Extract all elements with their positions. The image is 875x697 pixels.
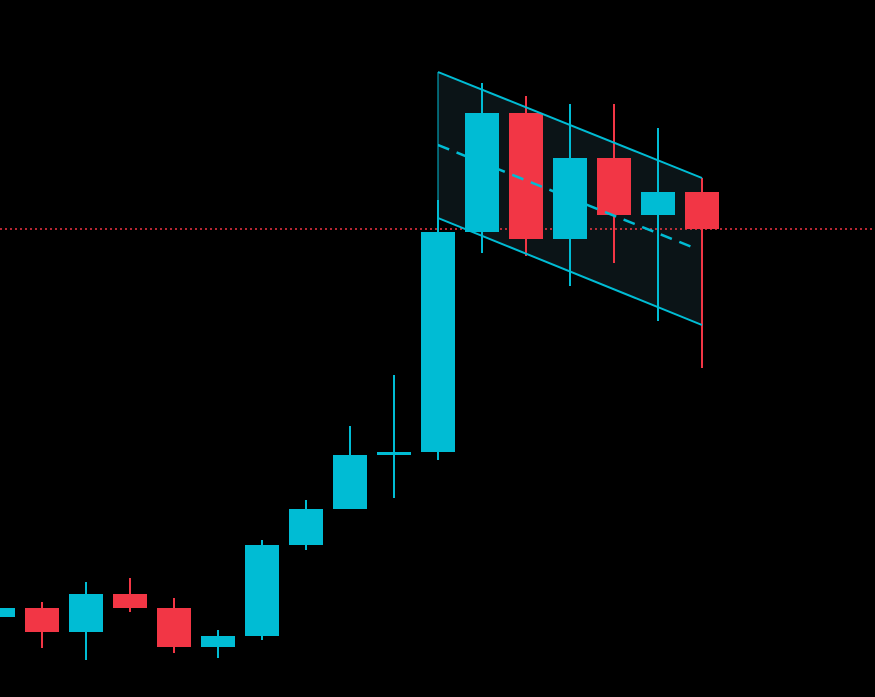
channel-upper: [437, 71, 703, 179]
candle-body: [377, 452, 411, 455]
candle-body: [597, 158, 631, 215]
candle-body: [0, 608, 15, 617]
candle-body: [113, 594, 147, 608]
candle-body: [465, 113, 499, 232]
candle-body: [201, 636, 235, 647]
candle-body: [157, 608, 191, 647]
candles: [0, 83, 719, 660]
channel-lower: [437, 217, 703, 326]
candle-body: [685, 192, 719, 229]
candle-body: [25, 608, 59, 632]
candle-body: [245, 545, 279, 636]
channel-mid: [437, 143, 693, 249]
candle-body: [333, 455, 367, 509]
candle-body: [641, 192, 675, 215]
candle-body: [289, 509, 323, 545]
candle-body: [69, 594, 103, 632]
candle-body: [421, 232, 455, 452]
